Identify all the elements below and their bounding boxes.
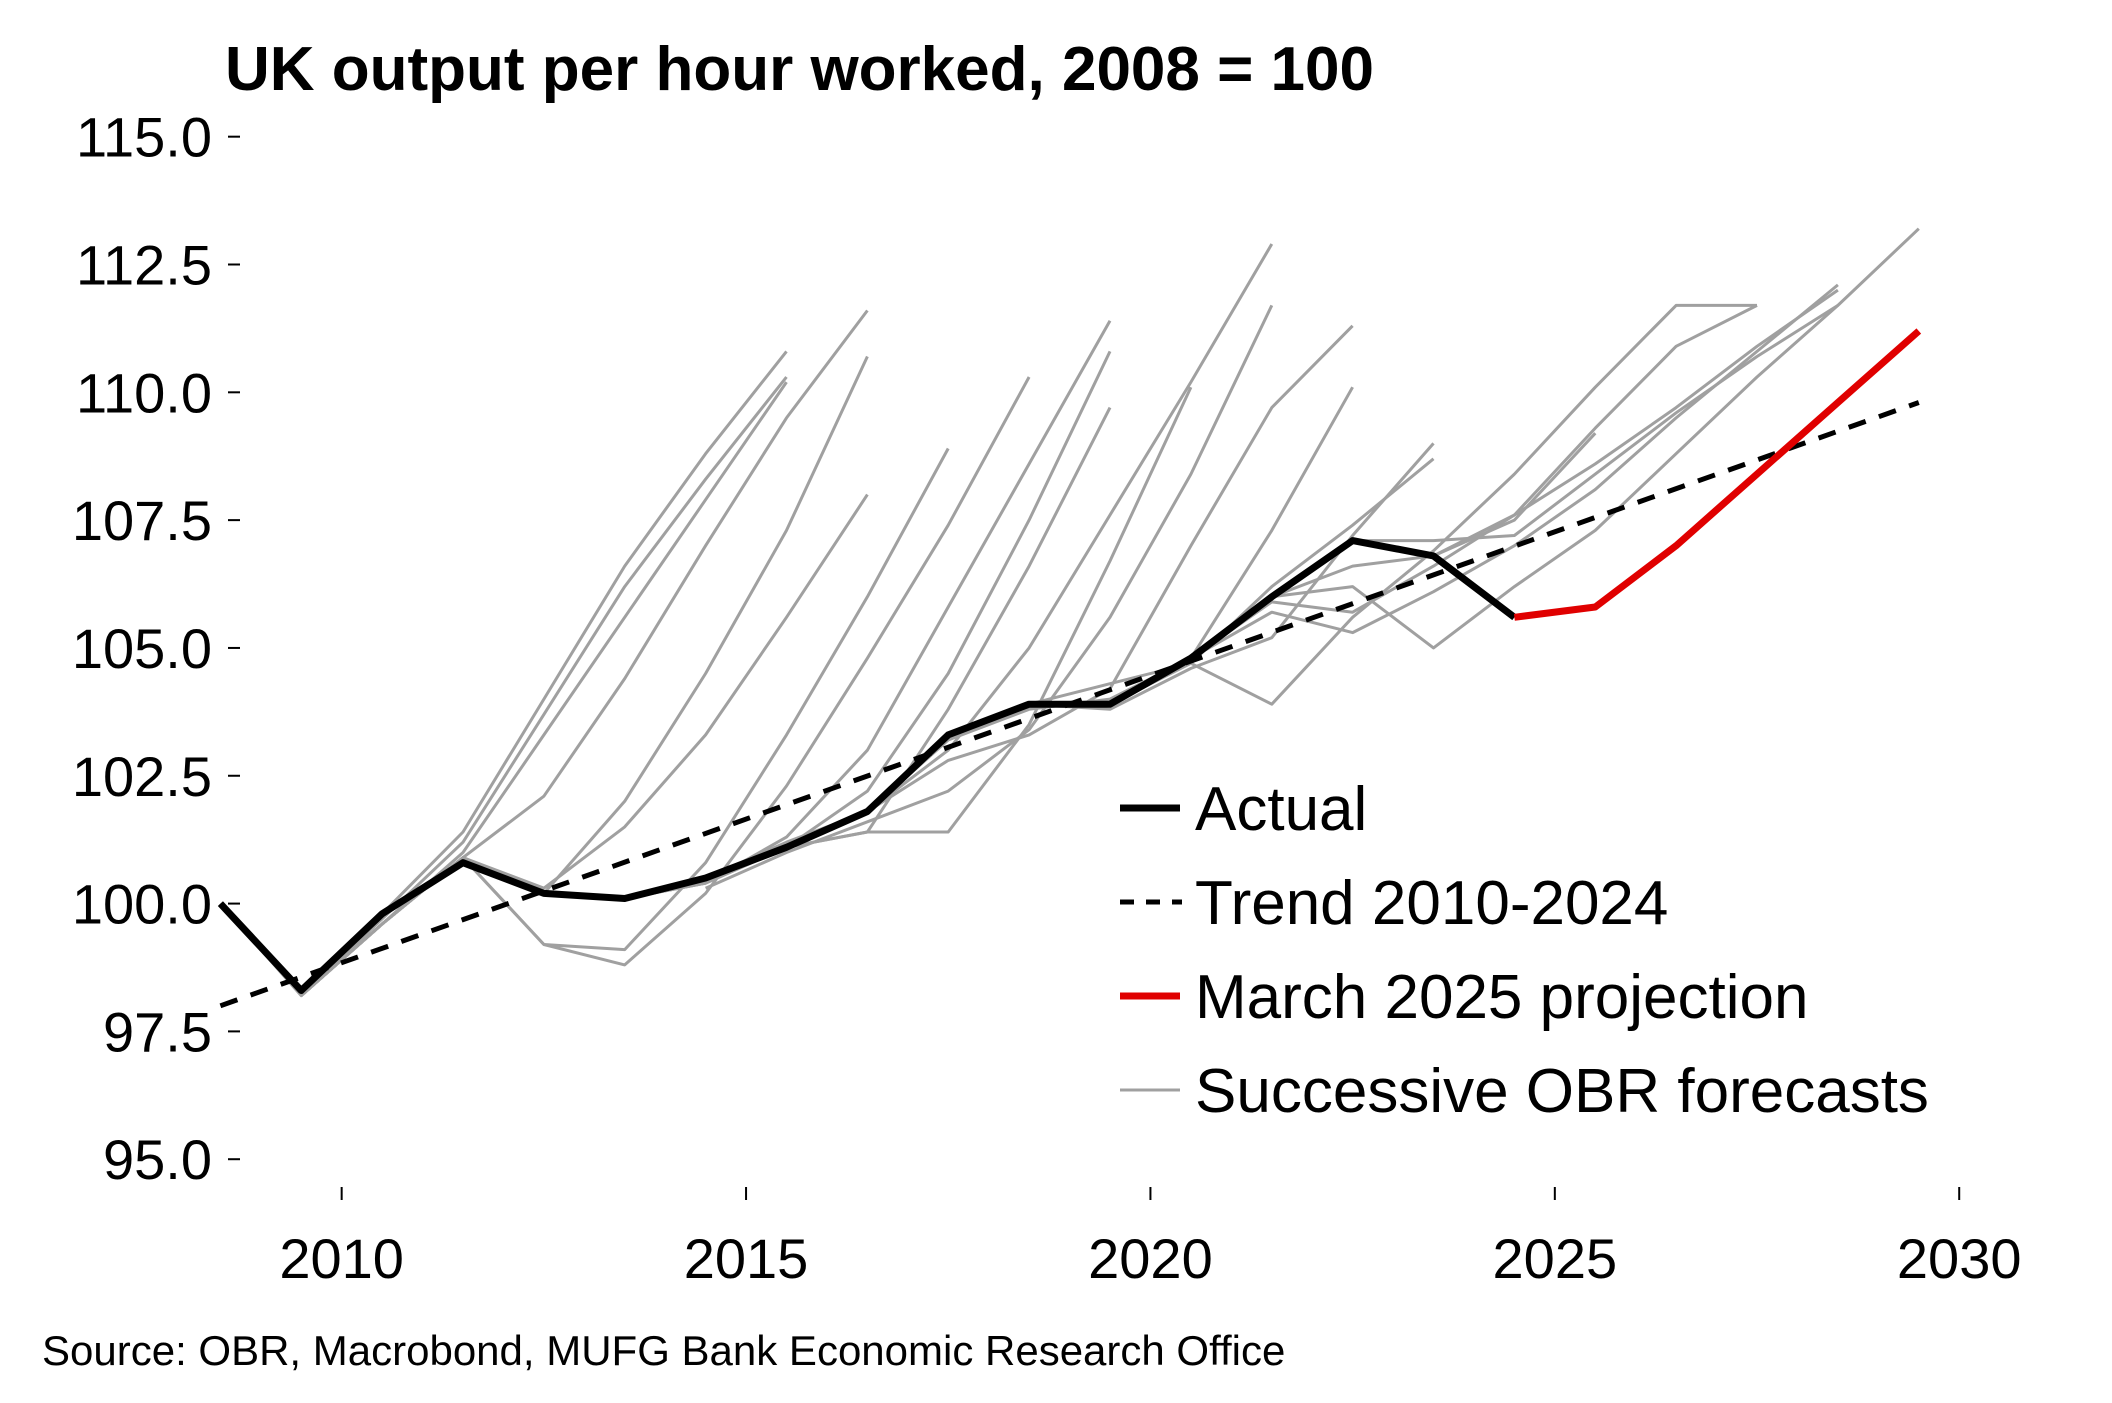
series-actual [217, 537, 1517, 994]
x-tick-label: 2015 [684, 1227, 809, 1290]
legend-label-1: Actual [1195, 775, 1367, 844]
forecast-line-1 [219, 350, 788, 992]
forecast-line-18 [1028, 457, 1435, 706]
y-tick-label: 102.5 [72, 745, 212, 808]
source-note: Source: OBR, Macrobond, MUFG Bank Econom… [42, 1327, 1285, 1374]
x-tick-label: 2030 [1897, 1227, 2022, 1290]
legend-label-4: Successive OBR forecasts [1195, 1057, 1929, 1126]
forecast-line-3 [300, 381, 788, 997]
forecast-line-11 [462, 406, 1112, 900]
y-tick-label: 95.0 [103, 1128, 212, 1191]
forecast-line-20 [1190, 304, 1758, 660]
forecast-line-21 [1190, 283, 1839, 660]
forecast-line-24 [1271, 288, 1839, 599]
y-tick-label: 97.5 [103, 1000, 212, 1063]
y-tick-label: 110.0 [76, 361, 212, 424]
y-tick-label: 112.5 [76, 233, 212, 296]
forecast-line-14 [704, 304, 1274, 890]
forecast-line-8 [300, 376, 1031, 997]
y-tick-label: 107.5 [72, 489, 212, 552]
series-march-2025-projection [1513, 328, 1922, 621]
chart-title: UK output per hour worked, 2008 = 100 [225, 35, 1374, 104]
legend-label-3: March 2025 projection [1195, 963, 1808, 1032]
legend: Actual Trend 2010-2024 March 2025 projecti… [1120, 775, 1929, 1126]
forecast-line-22 [1271, 227, 1920, 650]
x-tick-label: 2010 [279, 1227, 404, 1290]
y-tick-label: 115.0 [76, 106, 212, 169]
forecast-line-17 [947, 442, 1435, 737]
y-tick-label: 100.0 [72, 873, 212, 936]
x-tick-label: 2025 [1493, 1227, 1618, 1290]
legend-label-2: Trend 2010-2024 [1195, 869, 1668, 938]
main-series [217, 328, 1922, 1009]
forecast-line-19 [1109, 303, 1757, 706]
series-trend-2010-2024 [219, 400, 1920, 1009]
x-tick-label: 2020 [1088, 1227, 1213, 1290]
axes: 95.0 97.5 100.0 102.5 105.0 107.5 110.0 112.5 11… [72, 106, 2022, 1290]
y-tick-label: 105.0 [72, 617, 212, 680]
forecast-line-7 [300, 447, 950, 997]
forecast-line-16 [866, 386, 1354, 813]
